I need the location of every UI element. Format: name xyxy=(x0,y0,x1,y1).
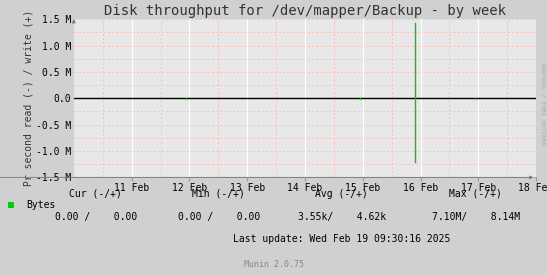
Text: 3.55k/    4.62k: 3.55k/ 4.62k xyxy=(298,212,386,222)
Text: ■: ■ xyxy=(8,200,14,210)
Title: Disk throughput for /dev/mapper/Backup - by week: Disk throughput for /dev/mapper/Backup -… xyxy=(104,4,506,18)
Text: Avg (-/+): Avg (-/+) xyxy=(316,189,368,199)
Text: Cur (-/+): Cur (-/+) xyxy=(69,189,122,199)
Text: Last update: Wed Feb 19 09:30:16 2025: Last update: Wed Feb 19 09:30:16 2025 xyxy=(233,234,451,244)
Text: Bytes: Bytes xyxy=(26,200,56,210)
Text: Max (-/+): Max (-/+) xyxy=(450,189,502,199)
Y-axis label: Pr second read (-) / write (+): Pr second read (-) / write (+) xyxy=(23,10,33,186)
Text: RRDTOOL / TOBI OETIKER: RRDTOOL / TOBI OETIKER xyxy=(541,63,546,146)
Text: Munin 2.0.75: Munin 2.0.75 xyxy=(243,260,304,269)
Text: 0.00 /    0.00: 0.00 / 0.00 xyxy=(178,212,260,222)
Text: 7.10M/    8.14M: 7.10M/ 8.14M xyxy=(432,212,520,222)
Text: Min (-/+): Min (-/+) xyxy=(193,189,245,199)
Text: 0.00 /    0.00: 0.00 / 0.00 xyxy=(55,212,137,222)
